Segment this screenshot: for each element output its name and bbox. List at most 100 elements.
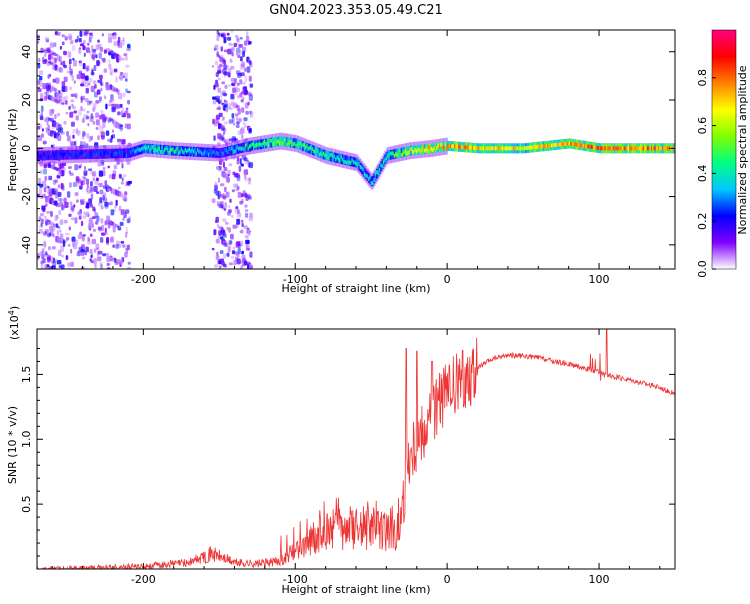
band-core xyxy=(151,145,154,149)
band-mid xyxy=(343,154,346,165)
band-core xyxy=(60,151,63,155)
band-core xyxy=(504,146,507,151)
band-core xyxy=(592,145,595,150)
noise-blob xyxy=(216,52,220,57)
noise-blob xyxy=(80,106,83,112)
band-mid xyxy=(247,141,250,152)
noise-blob xyxy=(235,251,239,256)
band-core xyxy=(89,152,92,157)
noise-blob xyxy=(68,166,72,169)
noise-blob xyxy=(230,233,234,240)
x-tick-label: -100 xyxy=(283,573,308,586)
band-mid xyxy=(381,159,384,169)
noise-blob xyxy=(98,52,102,59)
noise-blob xyxy=(228,42,233,46)
noise-blob xyxy=(87,223,92,229)
noise-blob xyxy=(232,87,236,93)
band-core xyxy=(529,145,532,150)
noise-blob xyxy=(89,233,93,237)
noise-blob xyxy=(242,46,247,52)
noise-blob xyxy=(237,212,242,218)
band-core xyxy=(563,142,566,146)
noise-blob xyxy=(119,158,122,162)
noise-blob xyxy=(243,138,247,143)
band-mid xyxy=(269,137,272,148)
noise-blob xyxy=(219,56,223,62)
noise-blob xyxy=(87,238,90,242)
band-core xyxy=(202,152,205,157)
noise-blob xyxy=(96,256,102,262)
band-core xyxy=(393,153,396,158)
noise-blob xyxy=(102,170,106,177)
band-core xyxy=(359,165,362,169)
noise-blob xyxy=(211,247,215,251)
noise-blob xyxy=(215,95,220,102)
noise-blob xyxy=(75,115,79,121)
noise-blob xyxy=(64,201,69,208)
band-mid xyxy=(422,144,425,155)
noise-blob xyxy=(127,180,132,184)
band-core xyxy=(426,148,429,153)
band-core xyxy=(482,146,485,151)
band-mid xyxy=(87,149,90,160)
noise-blob xyxy=(123,198,127,201)
band-core xyxy=(143,145,146,150)
noise-blob xyxy=(45,221,48,226)
noise-blob xyxy=(56,66,59,72)
noise-blob xyxy=(238,165,242,172)
band-core xyxy=(302,143,305,148)
band-core xyxy=(296,142,299,146)
band-core xyxy=(224,148,227,153)
band-core xyxy=(470,145,473,150)
noise-blob xyxy=(47,74,50,79)
band-core xyxy=(500,146,503,151)
noise-blob xyxy=(89,203,93,208)
noise-blob xyxy=(102,145,107,149)
band-mid xyxy=(315,146,319,157)
band-core xyxy=(197,148,200,152)
colorbar-ticks: 0.0 0.2 0.4 0.6 0.8 xyxy=(696,69,716,278)
noise-blob xyxy=(222,131,226,135)
noise-blob xyxy=(73,141,77,146)
noise-blob xyxy=(40,222,43,227)
noise-blob xyxy=(100,263,103,269)
band-core xyxy=(250,143,253,148)
band-core xyxy=(411,149,414,154)
band-core xyxy=(559,142,562,147)
band-core xyxy=(149,148,152,153)
noise-blob xyxy=(227,246,231,253)
noise-blob xyxy=(107,138,111,143)
noise-blob xyxy=(80,144,85,149)
noise-blob xyxy=(69,201,73,206)
noise-blob xyxy=(54,188,58,192)
band-core xyxy=(604,146,607,151)
noise-blob xyxy=(83,176,87,181)
band-core xyxy=(76,151,79,156)
band-mid xyxy=(149,143,152,154)
noise-blob xyxy=(86,187,89,193)
band-core xyxy=(87,154,90,159)
band-core xyxy=(116,151,119,156)
noise-blob xyxy=(244,67,247,72)
band-mid xyxy=(162,145,165,155)
band-core xyxy=(108,151,111,156)
noise-blob xyxy=(89,117,94,123)
band-core xyxy=(157,147,160,152)
noise-blob xyxy=(99,96,102,101)
noise-blob xyxy=(115,76,118,83)
noise-blob xyxy=(44,229,49,235)
noise-blob xyxy=(96,191,100,194)
band-core xyxy=(536,145,539,149)
noise-blob xyxy=(60,61,63,66)
band-core xyxy=(350,160,353,165)
band-core xyxy=(552,143,555,148)
noise-blob xyxy=(122,216,125,221)
noise-blob xyxy=(43,163,47,169)
noise-blob xyxy=(223,71,228,76)
noise-blob xyxy=(102,60,106,63)
noise-blob xyxy=(102,166,106,171)
noise-blob xyxy=(224,202,227,208)
noise-blob xyxy=(42,83,47,90)
noise-blob xyxy=(237,253,240,258)
noise-blob xyxy=(234,113,239,117)
